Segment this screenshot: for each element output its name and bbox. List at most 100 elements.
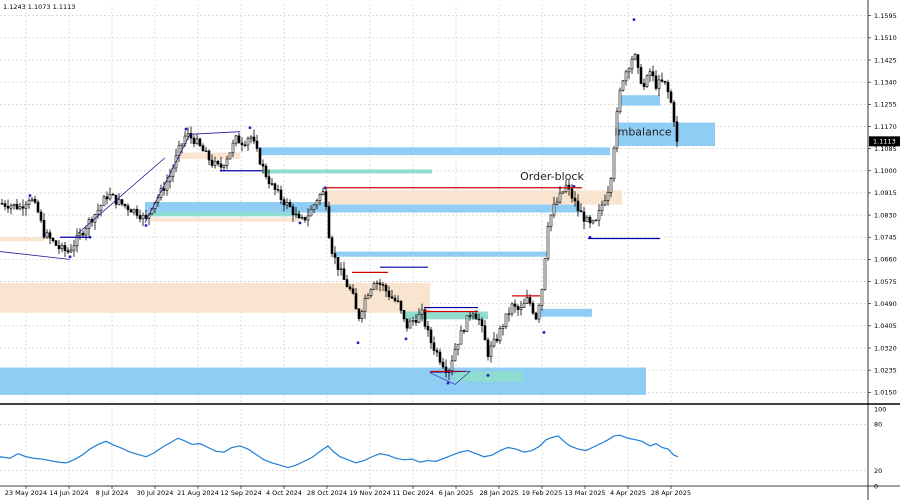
candle-body [408,320,412,329]
candle-body [117,199,121,205]
candle-body [516,306,520,310]
candle-body [393,297,397,302]
candle-body [534,312,538,320]
candle-body [561,191,565,194]
candle-body [75,235,79,247]
candle-body [126,205,130,211]
candle-body [9,205,13,209]
swing-point [323,186,327,190]
candle-body [291,206,295,216]
candle-body [633,54,637,60]
trendline [0,251,71,260]
candle-body [504,313,508,327]
swing-point [68,255,72,259]
candle-body [138,215,142,220]
candles [0,18,679,385]
annotation-label: Order-block [520,170,584,183]
time-tick-label: 30 Jul 2024 [137,489,174,497]
candle-body [594,219,598,222]
candle-body [498,328,502,342]
candle-body [378,282,382,285]
candle-body [360,311,364,320]
candle-body [585,216,589,222]
imbalance-zone [616,122,715,147]
candle-body [246,138,250,146]
candle-body [249,136,253,139]
price-tick-label: 1.1595 [874,12,897,20]
current-price-label: 1.1113 [873,138,896,146]
order-block-zone [150,217,300,222]
candle-body [78,232,82,236]
time-tick-label: 23 May 2024 [5,489,47,497]
price-tick-label: 1.0915 [874,189,897,197]
candle-body [300,216,304,219]
candle-body [285,202,289,206]
candle-body [654,75,658,89]
candle-body [540,289,544,306]
candle-body [615,111,619,149]
oscillator-line [0,434,679,469]
candle-body [309,209,313,217]
candle-body [657,79,661,89]
time-axis: 23 May 2024 14 Jun 2024 8 Jul 2024 30 Jul 2… [5,486,691,497]
candle-body [27,200,31,205]
candle-body [519,307,523,310]
candle-body [132,208,136,213]
swing-point [446,381,450,385]
trendline [189,131,241,135]
price-tick-label: 1.1255 [874,101,897,109]
candle-body [570,188,574,199]
candle-body [423,309,427,327]
candle-body [573,197,577,202]
imbalance-zone [260,147,610,156]
candle-body [630,58,634,70]
candle-body [429,329,433,344]
ohlc-header: 1.1243 1.1073 1.1113 [3,3,75,11]
candle-body [552,203,556,216]
candle-body [471,313,475,317]
candle-body [543,258,547,290]
candle-body [348,286,352,290]
candle-body [231,142,235,154]
candle-body [456,343,460,350]
candle-body [165,181,169,191]
candle-body [318,194,322,201]
candle-body [522,302,526,308]
candle-body [201,145,205,152]
time-tick-label: 6 Jan 2025 [439,489,474,497]
candle-body [558,192,562,203]
candle-body [468,315,472,317]
candle-body [96,209,100,215]
candle-body [120,199,124,205]
candle-body [555,201,559,205]
candle-body [477,318,481,321]
price-tick-label: 1.0235 [874,366,897,374]
candle-body [651,71,655,77]
candle-body [465,315,469,332]
candle-body [330,237,334,254]
candle-body [276,189,280,191]
osc-tick-label: 80 [874,421,882,429]
price-tick-label: 1.1425 [874,56,897,64]
candle-body [225,158,229,166]
candle-body [405,318,409,329]
price-tick-label: 1.0830 [874,211,897,219]
candle-body [459,330,463,345]
swing-point [298,221,302,225]
swing-point [572,185,576,188]
candle-body [390,296,394,299]
candle-body [192,137,196,144]
candle-body [84,228,88,236]
price-tick-label: 1.0320 [874,344,897,352]
candle-body [111,194,115,196]
candle-body [420,309,424,315]
time-tick-label: 4 Apr 2025 [610,489,646,497]
candle-body [33,198,37,203]
candle-body [312,204,316,210]
candle-body [636,54,640,68]
candle-body [582,211,586,222]
candle-body [372,283,376,290]
candle-body [297,213,301,219]
trendlines [0,131,471,385]
candle-body [273,183,277,190]
